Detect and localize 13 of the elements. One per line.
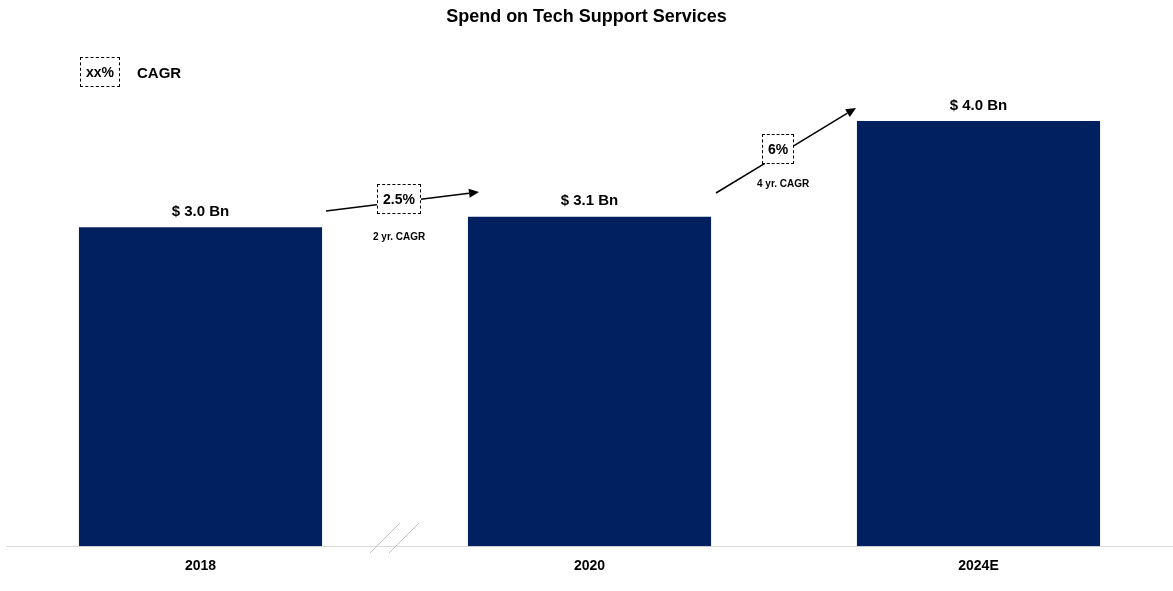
x-tick-label: 2020: [573, 557, 606, 574]
annotation: 2.5%: [377, 184, 421, 214]
annotation: 2 yr. CAGR: [373, 231, 426, 242]
annotation: 4 yr. CAGR: [757, 178, 810, 189]
x-tick-label: 2024E: [958, 557, 999, 574]
text: xx%: [80, 57, 121, 87]
x-tick-label: 2018: [184, 557, 217, 574]
data-label: $ 4.0 Bn: [949, 95, 1008, 113]
annotation: 6%: [762, 134, 795, 164]
text: CAGR: [137, 64, 182, 81]
chart-title: Spend on Tech Support Services: [445, 6, 728, 27]
data-label: $ 3.1 Bn: [560, 191, 619, 209]
data-label: $ 3.0 Bn: [171, 201, 230, 219]
